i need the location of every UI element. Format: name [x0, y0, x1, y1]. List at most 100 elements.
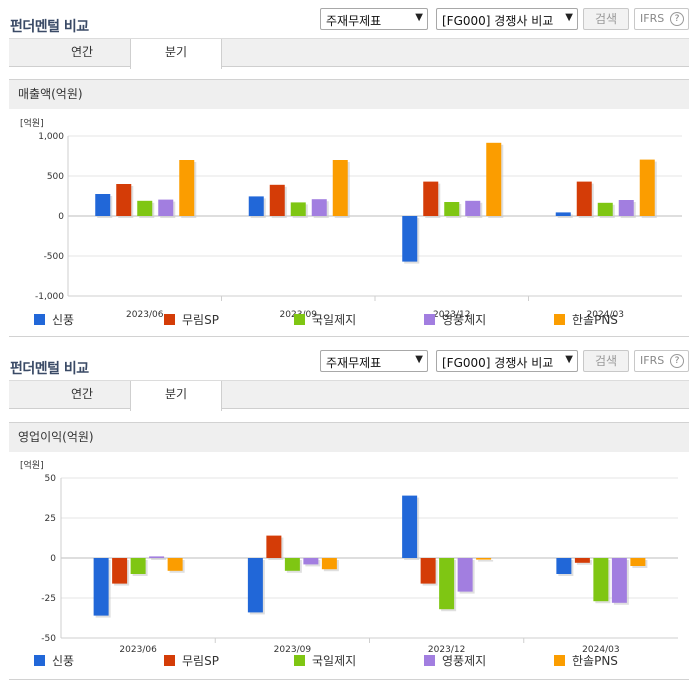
legend-item[interactable]: 무림SP	[164, 313, 219, 329]
legend-swatch	[424, 314, 435, 325]
bar-4	[611, 558, 627, 603]
fundamental-section-2: 펀더멘털 비교 주재무제표 ▼ [FG000] 경쟁사 비교 ▼ 검색 IFRS…	[0, 350, 696, 684]
chevron-down-icon: ▼	[415, 12, 423, 23]
legend-item[interactable]: 국일제지	[294, 654, 356, 670]
y-tick-label: -500	[44, 252, 65, 262]
bar-4	[618, 200, 634, 216]
legend-label: 국일제지	[312, 654, 357, 668]
x-tick-label: 2024/03	[582, 645, 619, 655]
legend-item[interactable]: 영풍제지	[424, 654, 486, 670]
y-tick-label: -50	[41, 634, 56, 644]
bar-1	[556, 558, 572, 574]
bar-4	[311, 199, 327, 216]
bar-4	[457, 558, 473, 592]
legend-item[interactable]: 한솔PNS	[554, 313, 618, 329]
ifrs-button[interactable]: IFRS ?	[634, 350, 689, 372]
bar-5	[476, 558, 492, 560]
legend-label: 무림SP	[182, 654, 219, 668]
search-button[interactable]: 검색	[583, 8, 629, 30]
chart-title: 매출액(억원)	[9, 79, 689, 109]
statement-type-value: 주재무제표	[326, 14, 382, 28]
bar-2	[423, 181, 439, 216]
bar-3	[439, 558, 455, 610]
legend-swatch	[554, 655, 565, 666]
x-tick-label: 2023/12	[428, 645, 465, 655]
peer-compare-select[interactable]: [FG000] 경쟁사 비교 ▼	[436, 350, 578, 372]
y-tick-label: -1,000	[35, 292, 64, 302]
bar-shadow	[151, 558, 167, 560]
legend-label: 한솔PNS	[572, 313, 618, 327]
bar-2	[116, 184, 132, 216]
statement-type-select[interactable]: 주재무제표 ▼	[320, 8, 428, 30]
bar-3	[444, 202, 460, 216]
section-title: 펀더멘털 비교	[10, 361, 89, 377]
peer-compare-value: [FG000] 경쟁사 비교	[442, 356, 554, 370]
bar-2	[266, 535, 282, 558]
bar-2	[112, 558, 128, 584]
legend-swatch	[34, 655, 45, 666]
bar-5	[630, 558, 646, 566]
legend-item[interactable]: 국일제지	[294, 313, 356, 329]
bar-3	[593, 558, 609, 602]
help-icon[interactable]: ?	[670, 12, 684, 26]
x-tick-label: 2023/06	[126, 310, 164, 320]
legend-item[interactable]: 한솔PNS	[554, 654, 618, 670]
bar-4	[158, 199, 174, 216]
bar-1	[93, 558, 109, 616]
bar-1	[555, 212, 571, 216]
ifrs-button[interactable]: IFRS ?	[634, 8, 689, 30]
section-header: 펀더멘털 비교 주재무제표 ▼ [FG000] 경쟁사 비교 ▼ 검색 IFRS…	[0, 8, 696, 38]
legend-swatch	[294, 655, 305, 666]
chevron-down-icon: ▼	[565, 12, 573, 23]
bar-3	[137, 200, 153, 216]
legend-swatch	[424, 655, 435, 666]
legend-item[interactable]: 신풍	[34, 654, 74, 670]
bar-5	[486, 142, 502, 216]
legend-item[interactable]: 신풍	[34, 313, 74, 329]
section-title: 펀더멘털 비교	[10, 19, 89, 35]
bar-2	[269, 184, 285, 216]
bar-5	[321, 558, 337, 570]
bar-1	[248, 196, 264, 216]
bar-3	[284, 558, 300, 571]
tab-annual[interactable]: 연간	[70, 45, 94, 59]
legend-label: 영풍제지	[442, 654, 487, 668]
legend-item[interactable]: 영풍제지	[424, 313, 486, 329]
ifrs-label: IFRS	[640, 12, 665, 25]
section-divider	[9, 679, 689, 680]
bar-4	[303, 558, 319, 565]
y-tick-label: 1,000	[38, 132, 64, 142]
legend-swatch	[34, 314, 45, 325]
search-button[interactable]: 검색	[583, 350, 629, 372]
statement-type-value: 주재무제표	[326, 356, 382, 370]
y-tick-label: 0	[58, 212, 64, 222]
legend-item[interactable]: 무림SP	[164, 654, 219, 670]
bar-1	[95, 194, 111, 216]
tab-quarterly[interactable]: 분기	[130, 381, 222, 411]
y-tick-label: 50	[45, 474, 57, 484]
y-tick-label: 0	[50, 554, 56, 564]
tab-quarterly[interactable]: 분기	[130, 39, 222, 69]
bar-4	[149, 556, 165, 558]
legend-swatch	[164, 314, 175, 325]
chart-legend: 신풍 무림SP 국일제지 영풍제지 한솔PNS	[0, 313, 696, 329]
help-icon[interactable]: ?	[670, 354, 684, 368]
chevron-down-icon: ▼	[415, 354, 423, 365]
fundamental-section-1: 펀더멘털 비교 주재무제표 ▼ [FG000] 경쟁사 비교 ▼ 검색 IFRS…	[0, 8, 696, 340]
legend-swatch	[554, 314, 565, 325]
period-tabs: 연간 분기	[9, 380, 689, 411]
y-tick-label: 25	[45, 514, 56, 524]
legend-label: 국일제지	[312, 313, 357, 327]
y-unit-label: [억원]	[20, 117, 44, 129]
bar-shadow	[557, 214, 573, 218]
x-tick-label: 2024/03	[587, 310, 624, 320]
peer-compare-value: [FG000] 경쟁사 비교	[442, 14, 554, 28]
tab-annual[interactable]: 연간	[70, 387, 94, 401]
bar-1	[247, 558, 263, 613]
legend-swatch	[164, 655, 175, 666]
x-tick-label: 2023/06	[119, 645, 157, 655]
peer-compare-select[interactable]: [FG000] 경쟁사 비교 ▼	[436, 8, 578, 30]
y-tick-label: -25	[41, 594, 56, 604]
statement-type-select[interactable]: 주재무제표 ▼	[320, 350, 428, 372]
ifrs-label: IFRS	[640, 354, 665, 367]
